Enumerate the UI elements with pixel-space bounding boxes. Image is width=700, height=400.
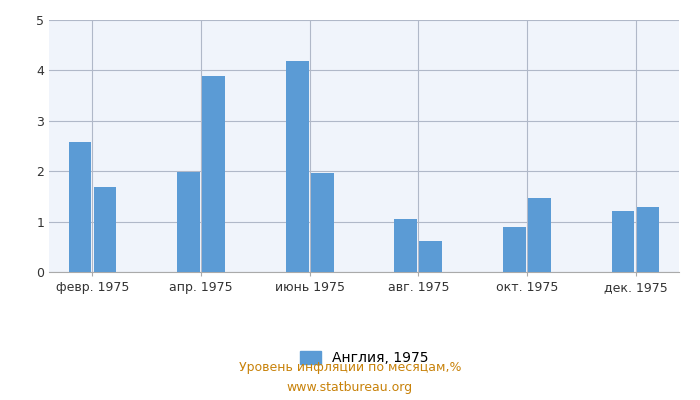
Bar [612, 211, 634, 272]
Legend: Англия, 1975: Англия, 1975 [294, 346, 434, 371]
Text: www.statbureau.org: www.statbureau.org [287, 382, 413, 394]
Bar [69, 142, 92, 272]
Bar [419, 241, 442, 272]
Bar [202, 76, 225, 272]
Bar [177, 172, 200, 272]
Bar [94, 187, 116, 272]
Bar [311, 173, 334, 272]
Bar [394, 218, 417, 272]
Bar [503, 227, 526, 272]
Bar [636, 208, 659, 272]
Text: Уровень инфляции по месяцам,%: Уровень инфляции по месяцам,% [239, 362, 461, 374]
Bar [286, 61, 309, 272]
Bar [528, 198, 551, 272]
